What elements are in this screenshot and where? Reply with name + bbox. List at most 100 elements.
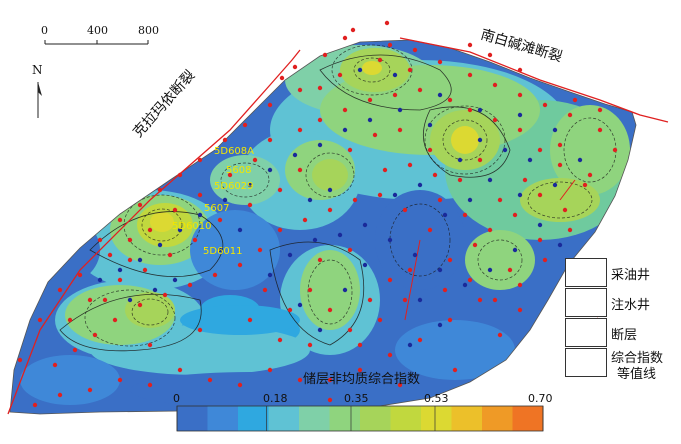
injector-well-marker <box>177 227 183 233</box>
producer-well-marker <box>522 177 528 183</box>
injector-well-marker <box>157 242 163 248</box>
producer-well-marker <box>347 147 353 153</box>
producer-wells <box>17 20 618 408</box>
producer-well-marker <box>457 177 463 183</box>
inner-faults <box>404 179 576 321</box>
injector-well-marker <box>172 277 178 283</box>
producer-well-marker <box>147 382 153 388</box>
injector-well-marker <box>197 212 203 218</box>
producer-well-marker <box>352 197 358 203</box>
injector-well-marker <box>557 242 563 248</box>
producer-well-marker <box>127 257 133 263</box>
producer-well-marker <box>297 167 303 173</box>
producer-well-marker <box>77 272 83 278</box>
producer-well-marker <box>317 257 323 263</box>
injector-well-marker <box>247 182 253 188</box>
producer-well-marker <box>187 282 193 288</box>
producer-well-marker <box>252 157 258 163</box>
producer-well-marker <box>52 362 58 368</box>
producer-well-marker <box>402 207 408 213</box>
legend-fault-label: 断层 <box>611 328 638 343</box>
producer-well-marker <box>287 307 293 313</box>
injector-well-marker <box>312 237 318 243</box>
colorbar-cell <box>512 406 544 431</box>
producer-well-marker <box>302 217 308 223</box>
producer-well-marker <box>112 317 118 323</box>
producer-well-marker <box>452 367 458 373</box>
producer-well-marker <box>257 247 263 253</box>
colorbar-cell <box>268 406 300 431</box>
injector-well-marker <box>317 142 323 148</box>
colorbar-cell <box>329 406 361 431</box>
producer-well-marker <box>402 297 408 303</box>
producer-well-marker <box>97 237 103 243</box>
producer-well-marker <box>342 107 348 113</box>
producer-well-marker <box>537 147 543 153</box>
producer-well-marker <box>542 102 548 108</box>
colorbar-tick-070: 0.70 <box>528 392 553 405</box>
colorbar-cell <box>238 406 269 431</box>
injector-well-marker <box>367 117 373 123</box>
injector-well-marker <box>327 187 333 193</box>
producer-well-marker <box>237 262 243 268</box>
injector-well-marker <box>552 182 558 188</box>
producer-well-marker <box>542 257 548 263</box>
producer-well-marker <box>377 317 383 323</box>
producer-well-marker <box>17 357 23 363</box>
producer-well-marker <box>397 382 403 388</box>
producer-well-marker <box>32 402 38 408</box>
injector-well-marker <box>362 262 368 268</box>
injector-well-marker <box>287 252 293 258</box>
producer-well-marker <box>172 207 178 213</box>
injector-well-marker <box>267 272 273 278</box>
producer-well-marker <box>437 59 443 65</box>
producer-well-marker <box>327 397 333 403</box>
injector-well-marker <box>437 267 443 273</box>
producer-well-marker <box>327 207 333 213</box>
producer-well-marker <box>247 202 253 208</box>
producer-well-marker <box>467 107 473 113</box>
producer-well-marker <box>277 337 283 343</box>
producer-well-marker <box>267 367 273 373</box>
injector-well-marker <box>477 137 483 143</box>
producer-well-marker <box>492 297 498 303</box>
producer-well-marker <box>597 127 603 133</box>
injector-well-marker <box>442 212 448 218</box>
producer-well-marker <box>357 367 363 373</box>
colorbar-frame <box>176 405 544 432</box>
producer-well-marker <box>432 172 438 178</box>
producer-well-marker <box>197 327 203 333</box>
producer-well-marker <box>512 212 518 218</box>
colorbar-cell <box>421 406 452 431</box>
legend-fault-box <box>565 318 607 347</box>
fault-nanbaijiantan <box>399 37 669 123</box>
colorbar-tick-0: 0 <box>173 392 180 405</box>
producer-well-marker <box>377 57 383 63</box>
producer-well-marker <box>427 227 433 233</box>
producer-well-marker <box>37 317 43 323</box>
producer-well-marker <box>467 277 473 283</box>
producer-well-marker <box>327 307 333 313</box>
well-label-5607: 5607 <box>204 203 230 214</box>
injector-well-marker <box>137 257 143 263</box>
producer-well-marker <box>517 307 523 313</box>
injector-well-marker <box>527 157 533 163</box>
producer-well-marker <box>87 297 93 303</box>
injector-well-marker <box>317 327 323 333</box>
well-label-5d608a: 5D608A <box>214 146 254 157</box>
producer-well-marker <box>307 287 313 293</box>
producer-well-marker <box>137 202 143 208</box>
colorbar-cell <box>451 406 483 431</box>
producer-well-marker <box>387 42 393 48</box>
producer-well-marker <box>72 347 78 353</box>
producer-well-marker <box>382 167 388 173</box>
legend-injector-label: 注水井 <box>611 298 651 313</box>
producer-well-marker <box>57 287 63 293</box>
injector-well-marker <box>392 192 398 198</box>
producer-well-marker <box>392 92 398 98</box>
producer-well-marker <box>267 102 273 108</box>
producer-well-marker <box>227 172 233 178</box>
injector-well-marker <box>292 152 298 158</box>
producer-well-marker <box>497 197 503 203</box>
